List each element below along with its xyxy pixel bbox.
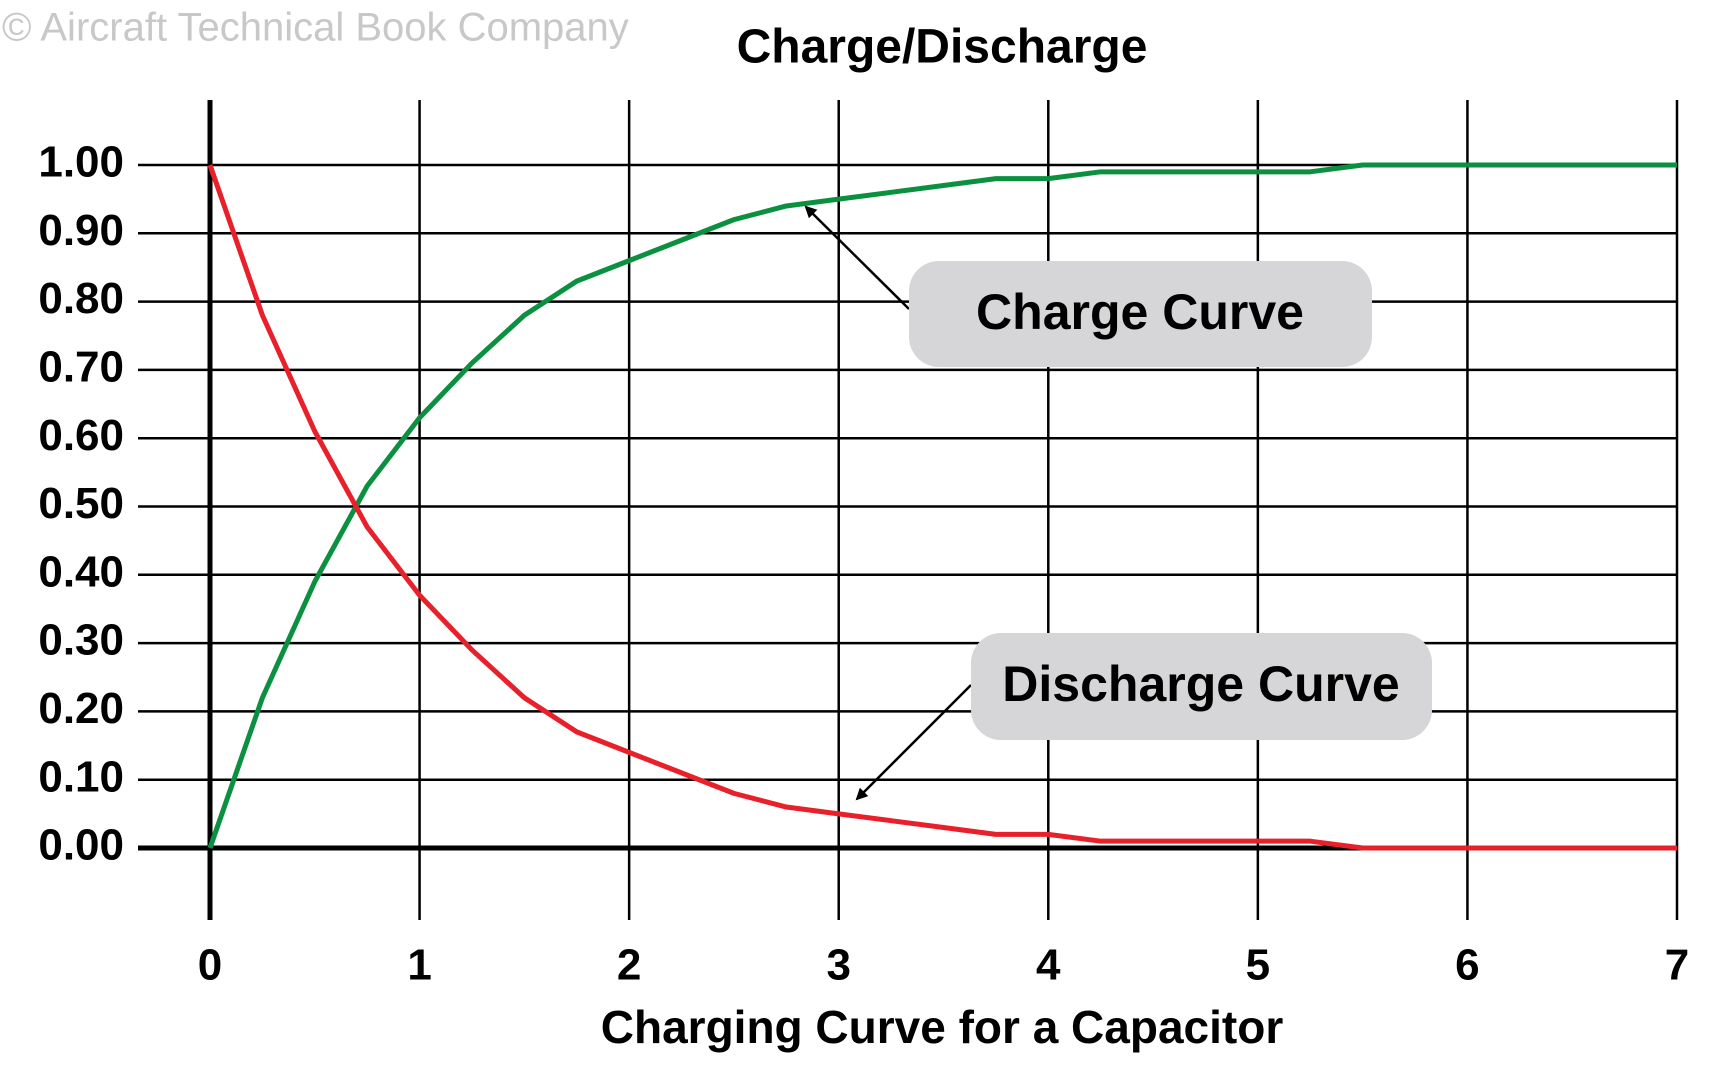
- discharge-callout: Discharge Curve: [855, 633, 1432, 801]
- callout-label: Discharge Curve: [1002, 656, 1399, 712]
- y-tick-label: 0.60: [38, 411, 124, 460]
- x-tick-label: 7: [1665, 941, 1689, 990]
- y-tick-label: 0.40: [38, 547, 124, 596]
- callout-label: Charge Curve: [976, 284, 1304, 340]
- chart-title: Charge/Discharge: [737, 21, 1148, 74]
- charge-callout: Charge Curve: [804, 205, 1372, 367]
- callout-arrow: [804, 205, 910, 310]
- x-tick-label: 6: [1455, 941, 1479, 990]
- x-tick-label: 5: [1246, 941, 1270, 990]
- x-tick-label: 1: [407, 941, 431, 990]
- grid: [138, 100, 1679, 920]
- data-line: [207, 162, 1677, 849]
- lines: [207, 162, 1677, 851]
- x-tick-label: 4: [1036, 941, 1061, 990]
- y-tick-label: 0.90: [38, 206, 124, 255]
- y-tick-label: 0.10: [38, 752, 124, 801]
- y-tick-label: 0.00: [38, 821, 124, 870]
- y-tick-label: 0.50: [38, 479, 124, 528]
- x-tick-label: 0: [198, 941, 222, 990]
- data-line: [207, 164, 1677, 851]
- y-tick-label: 0.30: [38, 616, 124, 665]
- x-axis-label: Charging Curve for a Capacitor: [601, 1001, 1284, 1053]
- y-tick-label: 1.00: [38, 138, 124, 187]
- callout-arrow: [855, 684, 972, 801]
- x-tick-label: 3: [826, 941, 850, 990]
- y-tick-label: 0.70: [38, 343, 124, 392]
- x-tick-label: 2: [617, 941, 641, 990]
- watermark: © Aircraft Technical Book Company: [2, 6, 629, 50]
- y-tick-label: 0.20: [38, 684, 124, 733]
- callout-box: [971, 633, 1432, 740]
- y-tick-label: 0.80: [38, 274, 124, 323]
- callout-box: [909, 261, 1372, 367]
